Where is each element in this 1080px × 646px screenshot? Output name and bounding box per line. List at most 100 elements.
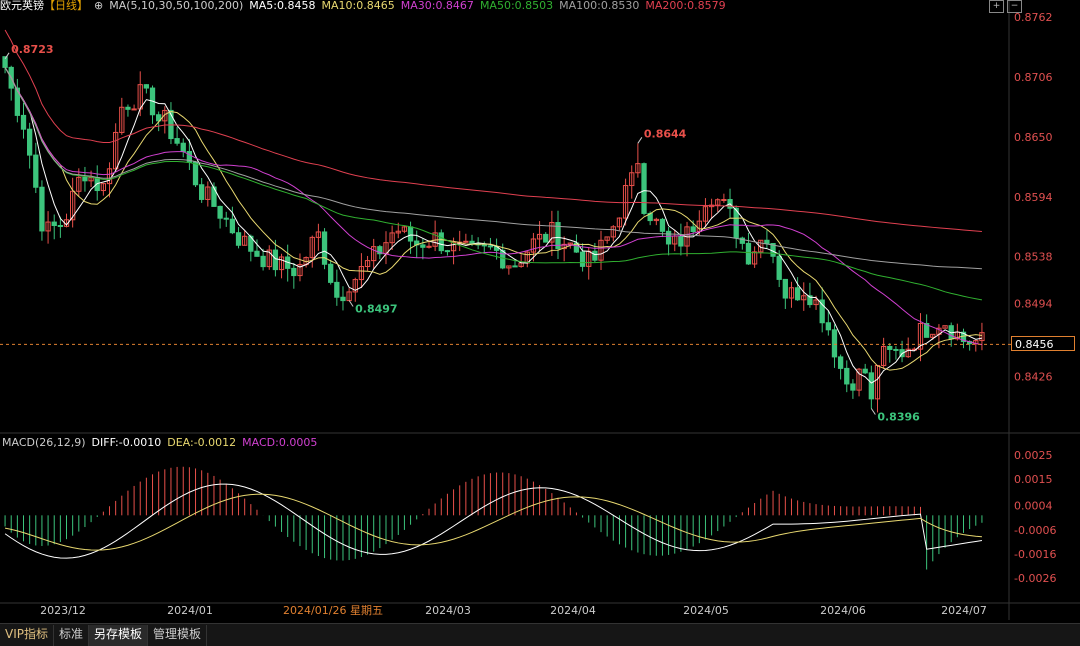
chart-toolbar: + − <box>989 0 1022 13</box>
candle-body <box>113 131 119 170</box>
price-tick-label: 0.8538 <box>1014 251 1053 264</box>
price-tick-label: 0.8494 <box>1014 298 1053 311</box>
candle-body <box>807 295 813 306</box>
tab-manage-template[interactable]: 管理模板 <box>148 625 208 646</box>
candle-body <box>794 287 801 301</box>
macd-histogram <box>4 466 983 570</box>
ma30-line <box>4 67 983 346</box>
candle-body <box>659 218 666 232</box>
candle-body <box>156 114 162 122</box>
candle-body <box>868 372 874 400</box>
candle-body <box>776 255 782 280</box>
price-tick-label: 0.8650 <box>1014 131 1053 144</box>
candle-body <box>782 278 788 299</box>
macd-dea: DEA:-0.0012 <box>167 436 237 449</box>
candle-body <box>567 242 573 245</box>
ma30-value: MA30:0.8467 <box>400 0 474 12</box>
candle-body <box>788 287 795 299</box>
candle-body <box>450 241 457 252</box>
candle-body <box>180 142 186 153</box>
candle-body <box>100 183 107 192</box>
candle-body <box>917 322 924 350</box>
ma200-value: MA200:0.8579 <box>645 0 726 12</box>
candle-body <box>401 226 408 232</box>
candle-body <box>610 226 616 238</box>
candle-body <box>506 265 512 269</box>
candle-body <box>14 87 21 116</box>
annotation-pointer <box>4 52 10 60</box>
candle-body <box>573 242 580 253</box>
candle-body <box>893 348 899 351</box>
candle-body <box>235 232 242 246</box>
candle-body <box>82 176 88 182</box>
tab-vip-indicator[interactable]: VIP指标 <box>0 625 54 646</box>
candle-body <box>199 184 205 200</box>
candle-body <box>70 190 76 221</box>
candle-body <box>76 176 82 192</box>
annotation-pointer <box>870 408 876 415</box>
price-tick-label: 0.8426 <box>1014 370 1053 383</box>
candle-body <box>321 231 328 265</box>
candle-body <box>764 239 770 245</box>
candle-body <box>45 221 51 232</box>
candle-body <box>205 186 211 200</box>
macd-tick-label: 0.0004 <box>1014 500 1053 513</box>
candle-body <box>678 235 684 247</box>
candle-body <box>592 250 598 261</box>
price-tick-label: 0.8762 <box>1014 11 1053 24</box>
candle-body <box>751 251 758 265</box>
candle-body <box>641 163 647 214</box>
candle-body <box>819 299 825 324</box>
ma10-value: MA10:0.8465 <box>321 0 395 12</box>
macd-dea-line <box>4 493 982 551</box>
candle-body <box>536 233 543 240</box>
zoom-out-icon[interactable]: − <box>1007 0 1022 13</box>
date-tick-label: 2024/01 <box>167 604 213 617</box>
candle-body <box>721 199 727 202</box>
candle-body <box>33 154 39 188</box>
macd-tick-label: 0.0025 <box>1014 449 1053 462</box>
candle-body <box>371 246 377 262</box>
candle-body <box>2 56 8 68</box>
candle-body <box>801 295 807 301</box>
candle-body <box>487 245 494 248</box>
candle-body <box>192 161 199 186</box>
extreme-label: 0.8644 <box>644 127 687 140</box>
ma5-value: MA5:0.8458 <box>249 0 316 12</box>
candle-body <box>309 236 315 259</box>
candle-body <box>229 218 236 234</box>
settings-icon[interactable]: ⊕ <box>94 0 104 12</box>
candle-body <box>549 222 555 243</box>
candle-body <box>481 244 487 247</box>
macd-tick-label: 0.0015 <box>1014 473 1053 486</box>
ma-label: MA(5,10,30,50,100,200) <box>109 0 244 12</box>
tab-standard[interactable]: 标准 <box>54 625 90 646</box>
macd-tick-label: -0.0016 <box>1014 548 1056 561</box>
ma200-line <box>4 29 982 233</box>
candle-body <box>831 329 838 358</box>
macd-legend: MACD(26,12,9) DIFF:-0.0010 DEA:-0.0012 MACD… <box>2 437 323 449</box>
candle-body <box>352 279 358 293</box>
candle-body <box>702 206 709 222</box>
tab-save-template[interactable]: 另存模板 <box>89 625 149 646</box>
candle-body <box>813 299 819 306</box>
candle-body <box>328 263 334 283</box>
candle-body <box>665 230 672 245</box>
zoom-in-icon[interactable]: + <box>989 0 1004 13</box>
candle-body <box>463 240 469 243</box>
candle-body <box>856 368 862 391</box>
candle-body <box>315 231 322 238</box>
period-label[interactable]: 【日线】 <box>44 0 88 12</box>
ma50-line <box>4 67 983 301</box>
candle-body <box>426 245 432 248</box>
annotation-pointer <box>348 300 354 307</box>
candle-body <box>629 172 635 187</box>
macd-tick-label: -0.0026 <box>1014 572 1056 585</box>
candle-body <box>561 243 567 250</box>
macd-diff: DIFF:-0.0010 <box>91 436 162 449</box>
candle-body <box>739 237 745 244</box>
candle-body <box>334 281 340 298</box>
candle-body <box>930 333 936 338</box>
candle-body <box>358 266 365 281</box>
